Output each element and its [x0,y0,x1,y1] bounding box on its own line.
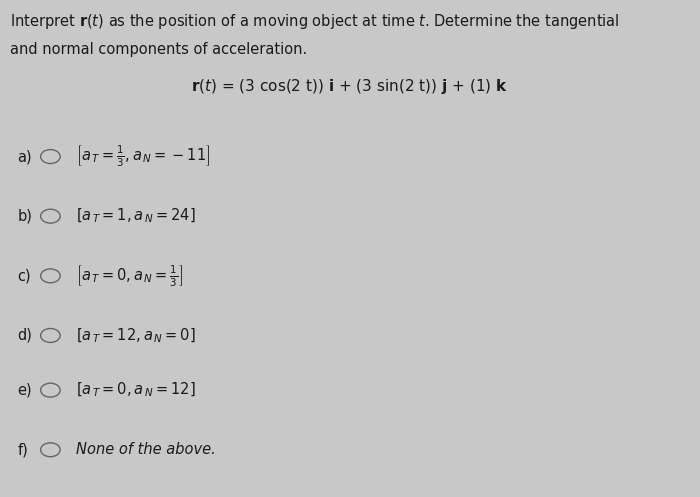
Text: Interpret $\mathbf{r}$$(t)$ as the position of a moving object at time $t$. Dete: Interpret $\mathbf{r}$$(t)$ as the posit… [10,12,620,31]
Text: c): c) [18,268,31,283]
Text: None of the above.: None of the above. [76,442,216,457]
Text: f): f) [18,442,28,457]
Text: $\left[a_{\,T}=12,a_{\,N}=0\right]$: $\left[a_{\,T}=12,a_{\,N}=0\right]$ [76,326,195,345]
Text: $\left[a_{\,T}=0,a_{\,N}=\frac{1}{3}\right]$: $\left[a_{\,T}=0,a_{\,N}=\frac{1}{3}\rig… [76,263,183,289]
Text: a): a) [18,149,32,164]
Text: b): b) [18,209,32,224]
Text: $\left[a_{\,T}=1,a_{\,N}=24\right]$: $\left[a_{\,T}=1,a_{\,N}=24\right]$ [76,207,195,226]
Text: $\mathbf{r}$$(t)$ = (3 cos(2 t)) $\mathbf{i}$ + (3 sin(2 t)) $\mathbf{j}$ + (1) : $\mathbf{r}$$(t)$ = (3 cos(2 t)) $\mathb… [192,77,508,96]
Text: $\left[a_{\,T}=0,a_{\,N}=12\right]$: $\left[a_{\,T}=0,a_{\,N}=12\right]$ [76,381,195,400]
Text: e): e) [18,383,32,398]
Text: $\left[a_{\,T}=\frac{1}{3},a_{\,N}=-11\right]$: $\left[a_{\,T}=\frac{1}{3},a_{\,N}=-11\r… [76,144,210,169]
Text: d): d) [18,328,32,343]
Text: and normal components of acceleration.: and normal components of acceleration. [10,42,308,57]
